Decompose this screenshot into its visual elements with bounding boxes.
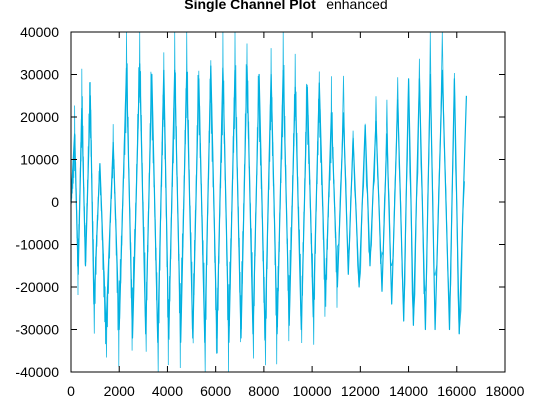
chart-title: Single Channel Plot enhanced (184, 0, 387, 13)
x-tick-label: 10000 (293, 383, 332, 399)
y-tick-label: 40000 (20, 24, 59, 40)
series-trace-0 (70, 31, 465, 373)
x-tick-label: 14000 (389, 383, 428, 399)
y-tick-label: -20000 (15, 279, 59, 295)
chart-title-main: Single Channel Plot (184, 0, 316, 12)
x-tick-label: 2000 (104, 383, 135, 399)
axes: 0 2000 4000 6000 8000 10000 12000 14000 16000 180… (15, 24, 524, 399)
y-tick-label: -40000 (15, 364, 59, 380)
y-tick-label: 10000 (20, 152, 59, 168)
chart-title-suffix: enhanced (326, 0, 388, 12)
y-tick-label: -10000 (15, 237, 59, 253)
y-tick-label: -30000 (15, 322, 59, 338)
x-tick-label: 4000 (152, 383, 183, 399)
series-layer (70, 31, 467, 373)
x-tick-label: 8000 (248, 383, 279, 399)
y-tick-label: 20000 (20, 109, 59, 125)
y-tick-label: 30000 (20, 67, 59, 83)
y-tick-label: 0 (51, 194, 59, 210)
x-tick-label: 12000 (341, 383, 380, 399)
x-tick-label: 0 (67, 383, 75, 399)
x-tick-label: 18000 (486, 383, 525, 399)
x-tick-label: 16000 (437, 383, 476, 399)
x-tick-label: 6000 (200, 383, 231, 399)
